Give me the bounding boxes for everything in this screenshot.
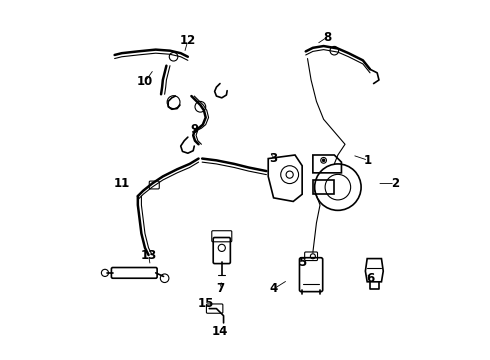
Text: 11: 11: [114, 177, 130, 190]
Text: 10: 10: [137, 75, 153, 88]
Text: 13: 13: [141, 248, 157, 261]
Text: 4: 4: [270, 283, 278, 296]
Text: 1: 1: [364, 154, 372, 167]
Text: 9: 9: [191, 123, 199, 136]
Text: 15: 15: [197, 297, 214, 310]
Text: 6: 6: [366, 272, 374, 285]
Text: 8: 8: [323, 31, 331, 44]
Text: 5: 5: [298, 256, 306, 269]
Circle shape: [322, 159, 325, 161]
Text: 2: 2: [391, 177, 399, 190]
Text: 3: 3: [270, 152, 278, 165]
Text: 14: 14: [212, 325, 228, 338]
Text: 12: 12: [180, 34, 196, 47]
Text: 7: 7: [216, 283, 224, 296]
